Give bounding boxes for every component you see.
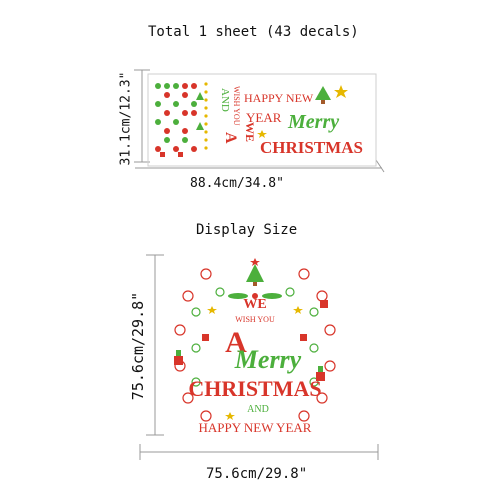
sheet-we-text: WE xyxy=(243,122,257,142)
sheet-and-text: AND xyxy=(219,88,231,112)
sheet-decal-grid xyxy=(155,83,204,157)
display-caption: Display Size xyxy=(196,222,298,238)
sheet-happynew-text: HAPPY NEW xyxy=(244,91,314,105)
sheet-merry-text: Merry xyxy=(287,111,339,133)
display-christmas-text: CHRISTMAS xyxy=(188,376,321,401)
display-width-label: 75.6cm/29.8" xyxy=(206,466,308,482)
sheet-dots xyxy=(204,82,208,150)
sheet-width-label: 88.4cm/34.8" xyxy=(190,176,284,191)
display-star-icons xyxy=(207,306,303,420)
display-gift-box-icons xyxy=(174,300,328,381)
sheet-year-text: YEAR xyxy=(246,110,282,125)
display-a-text: A xyxy=(225,326,247,359)
display-wishyou-text: WISH YOU xyxy=(235,315,275,324)
sheet-tree-icon xyxy=(315,86,331,104)
display-and-text: AND xyxy=(247,404,269,415)
sheet-star-icon xyxy=(334,85,348,98)
sheet-a-text: A xyxy=(222,132,239,144)
display-holly-icon xyxy=(228,293,282,299)
display-height-label: 75.6cm/29.8" xyxy=(129,291,147,401)
display-happynewyear-text: HAPPY NEW YEAR xyxy=(199,420,312,435)
display-tree-icon xyxy=(246,258,264,286)
display-we-text: WE xyxy=(243,297,266,312)
display-merry-text: Merry xyxy=(234,345,302,374)
sheet-wishyou-text: WISH YOU xyxy=(232,86,241,126)
sheet-caption: Total 1 sheet (43 decals) xyxy=(148,24,359,40)
sheet-border xyxy=(147,73,377,167)
sheet-christmas-text: CHRISTMAS xyxy=(260,138,363,157)
